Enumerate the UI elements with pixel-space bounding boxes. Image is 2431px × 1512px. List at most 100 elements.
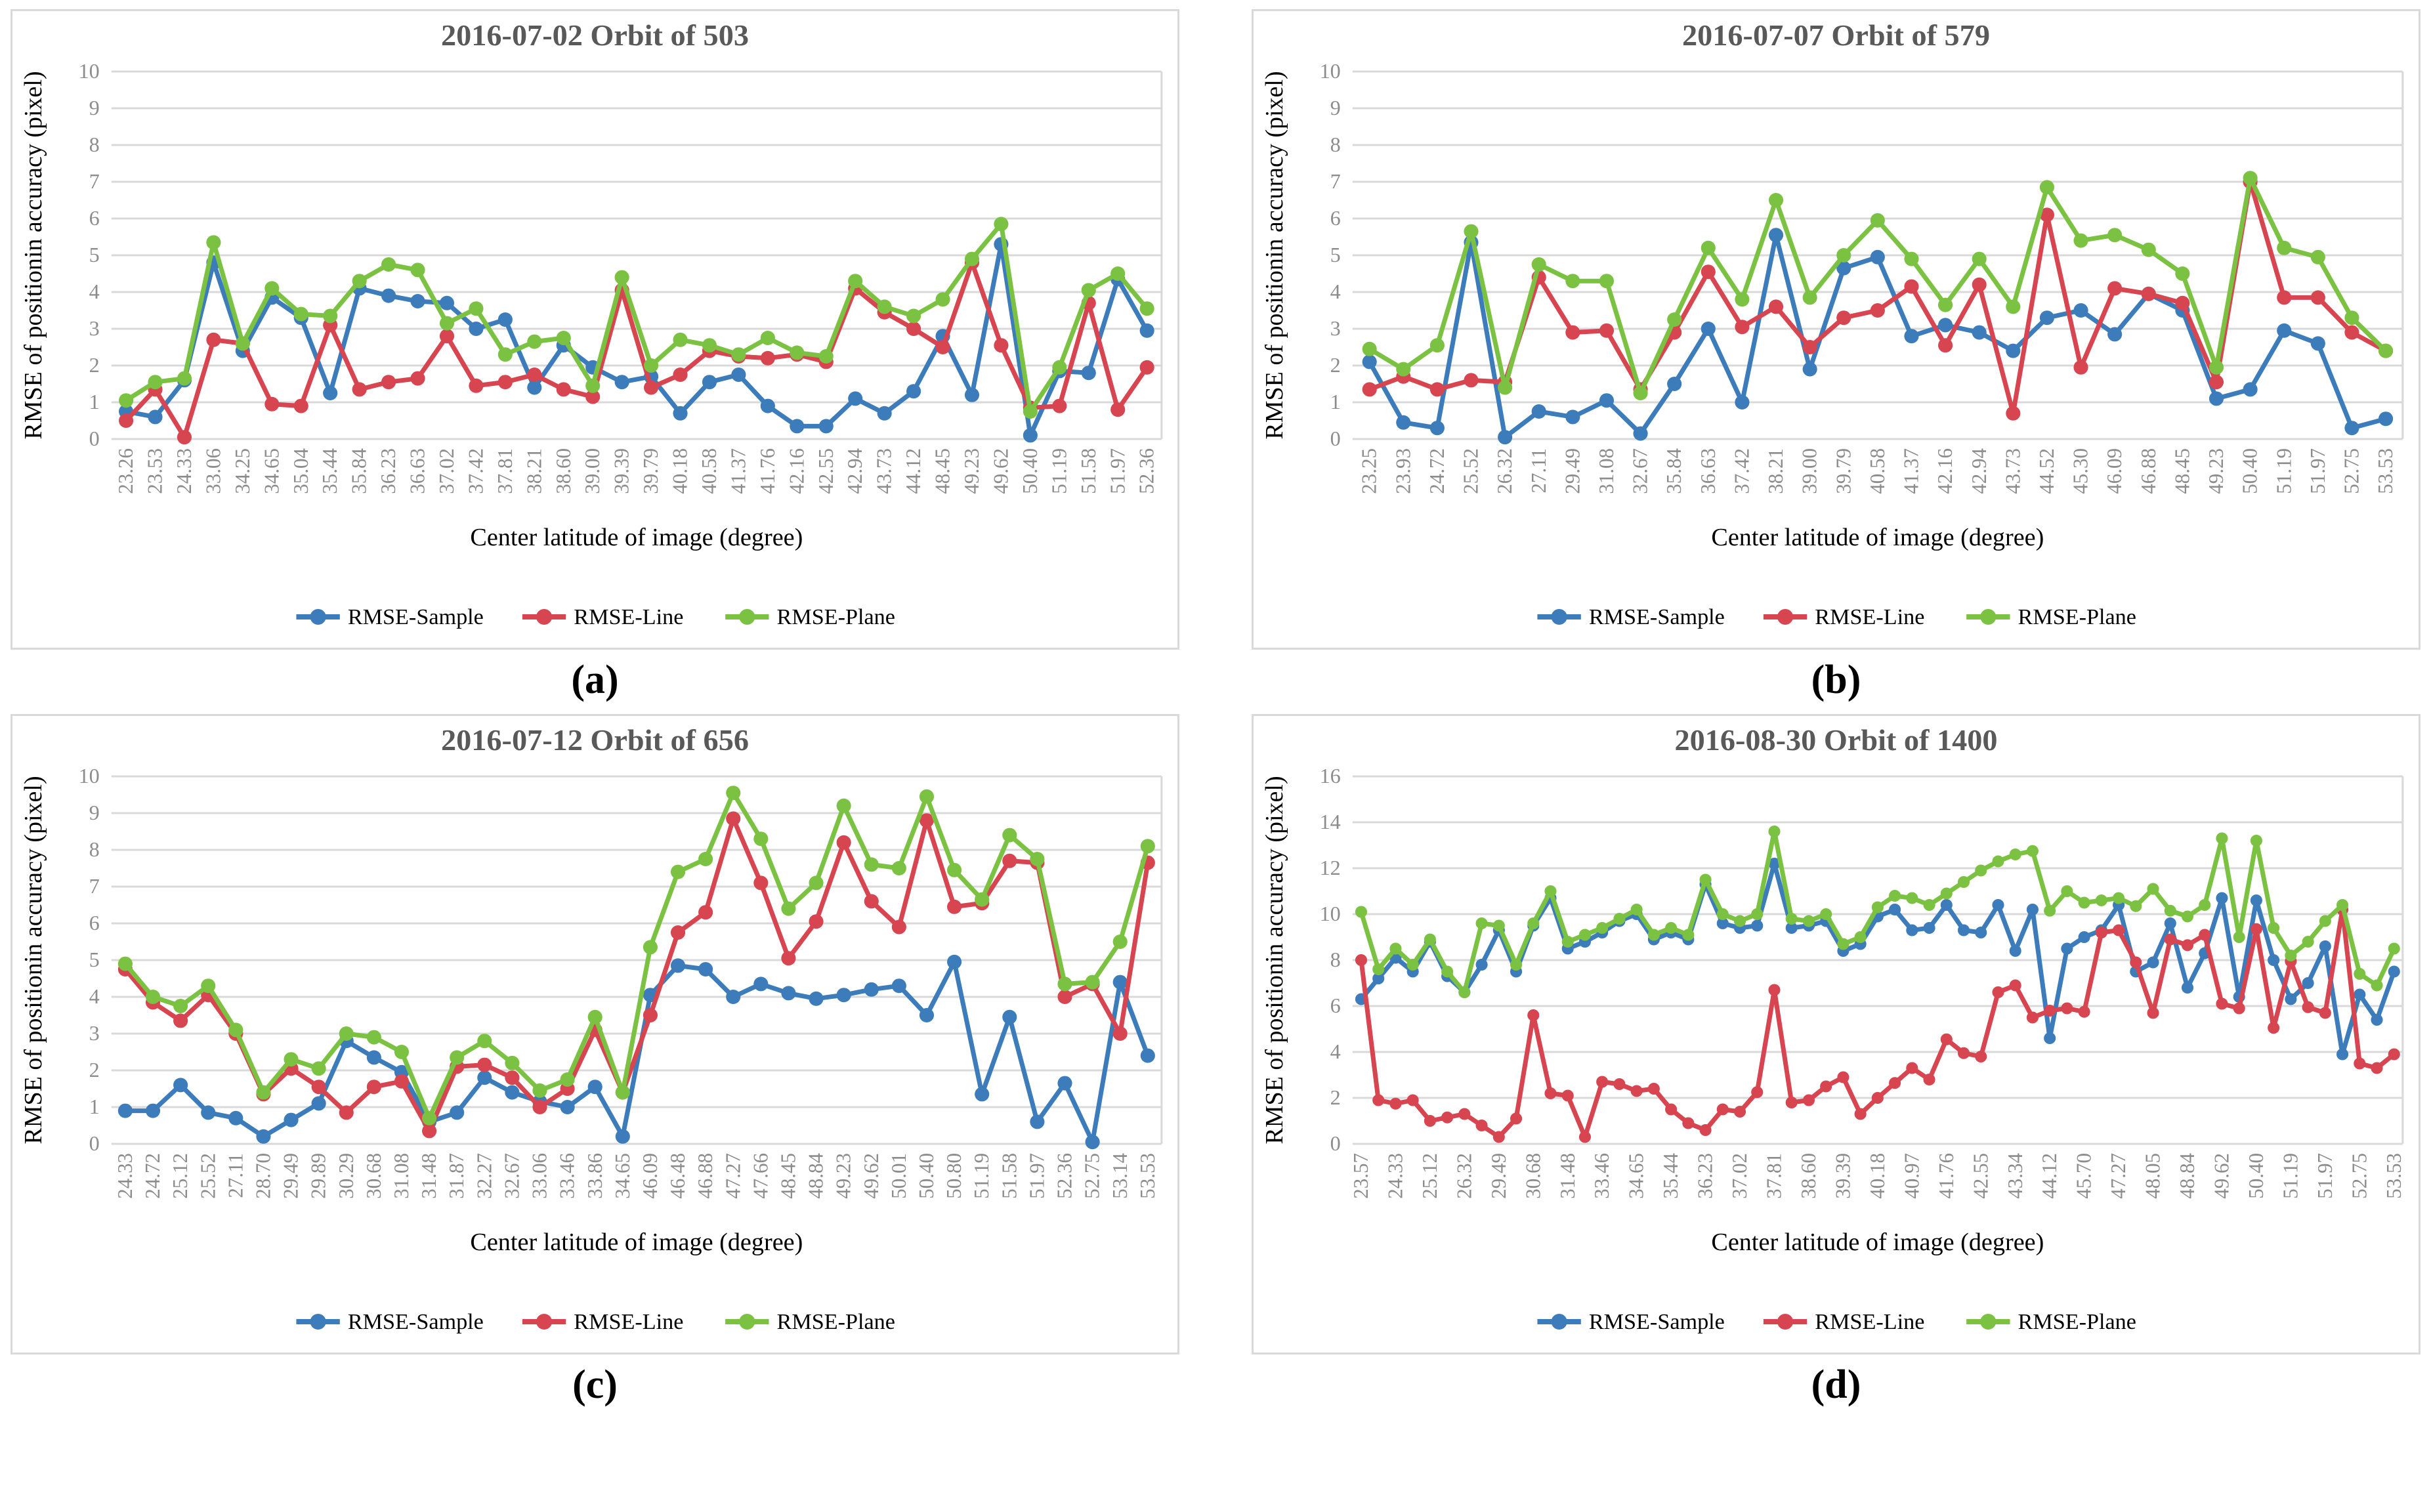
data-point — [264, 396, 280, 411]
data-point — [497, 347, 513, 362]
data-point — [1751, 908, 1764, 920]
data-point — [2175, 266, 2190, 281]
data-point — [1854, 931, 1867, 943]
data-point — [2233, 931, 2245, 943]
x-tick-label: 29.49 — [1487, 1153, 1510, 1199]
series-RMSE-Line — [1355, 904, 2400, 1143]
y-tick-label: 2 — [1330, 353, 1341, 377]
y-tick-label: 1 — [1330, 390, 1341, 413]
x-tick-label: 43.73 — [2001, 448, 2024, 494]
y-tick-label: 3 — [1330, 316, 1341, 340]
data-point — [726, 990, 741, 1004]
data-point — [1112, 934, 1128, 949]
x-tick-label: 23.25 — [1358, 448, 1381, 494]
data-point — [1768, 299, 1784, 314]
x-tick-label: 49.23 — [832, 1153, 855, 1199]
data-point — [891, 978, 906, 994]
data-point — [1940, 887, 1953, 900]
legend-label: RMSE-Line — [574, 605, 683, 629]
data-point — [947, 954, 962, 969]
data-point — [1002, 1009, 1017, 1024]
data-point — [2378, 411, 2394, 427]
data-point — [148, 410, 163, 425]
data-point — [1682, 929, 1695, 941]
x-tick-label: 33.46 — [1590, 1153, 1613, 1199]
data-point — [2302, 977, 2314, 989]
data-point — [1464, 224, 1479, 239]
figure-cell-d: 2016-08-30 Orbit of 1400 0 2 4 6 8 10 12 14 16 RMS… — [1252, 714, 2420, 1415]
series-RMSE-Line — [1362, 175, 2394, 421]
data-point — [450, 1050, 465, 1065]
x-tick-label: 32.27 — [473, 1153, 496, 1199]
data-point — [1957, 876, 1970, 888]
x-tick-label: 32.67 — [1629, 448, 1652, 494]
data-point — [673, 368, 688, 382]
data-point — [556, 382, 571, 397]
data-point — [2344, 325, 2359, 340]
data-point — [1938, 297, 1953, 312]
x-tick-label: 41.76 — [756, 448, 779, 494]
data-point — [256, 1129, 271, 1144]
x-tick-label: 47.27 — [2107, 1153, 2130, 1199]
data-point — [947, 899, 962, 914]
data-point — [891, 919, 906, 934]
data-point — [2216, 832, 2228, 845]
data-point — [2147, 1007, 2159, 1019]
data-point — [394, 1045, 410, 1059]
x-tick-label: 25.52 — [196, 1153, 219, 1199]
data-point — [381, 375, 396, 390]
data-point — [1527, 1009, 1540, 1021]
data-point — [394, 1074, 410, 1089]
data-point — [848, 391, 863, 406]
data-point — [1565, 410, 1580, 425]
data-point — [2078, 931, 2090, 943]
data-point — [2268, 1022, 2280, 1034]
data-point — [906, 384, 921, 399]
data-point — [1975, 927, 1987, 938]
data-point — [1599, 323, 1615, 338]
data-point — [206, 235, 221, 250]
x-tick-label: 40.58 — [1866, 448, 1889, 494]
data-point — [2233, 1002, 2245, 1015]
data-point — [1372, 963, 1385, 975]
data-point — [1699, 1124, 1712, 1136]
data-point — [1112, 975, 1128, 990]
data-point — [1565, 274, 1580, 289]
data-point — [293, 306, 308, 322]
data-point — [527, 368, 542, 382]
data-point — [2078, 1005, 2090, 1018]
data-point — [2250, 923, 2262, 935]
data-point — [1923, 922, 1935, 934]
data-point — [760, 398, 775, 413]
data-point — [422, 1124, 437, 1139]
data-point — [256, 1085, 271, 1100]
x-tick-label: 44.12 — [2038, 1153, 2061, 1199]
data-point — [1372, 1094, 1385, 1106]
data-point — [497, 312, 513, 327]
x-tick-label: 35.44 — [1659, 1153, 1682, 1199]
legend-label: RMSE-Line — [1815, 605, 1924, 629]
data-point — [643, 940, 658, 955]
data-point — [2216, 892, 2228, 904]
data-point — [587, 1009, 602, 1024]
data-point — [173, 999, 188, 1013]
y-tick-label: 8 — [1330, 133, 1341, 156]
caption-d: (d) — [1811, 1362, 1861, 1407]
series-RMSE-Plane — [1362, 171, 2394, 400]
data-point — [1768, 228, 1784, 243]
data-point — [145, 990, 161, 1004]
data-point — [2039, 310, 2054, 326]
y-tick-label: 10 — [1320, 59, 1341, 83]
chart-title: 2016-07-07 Orbit of 579 — [1682, 18, 1990, 52]
x-tick-label: 26.32 — [1452, 1153, 1475, 1199]
data-point — [1665, 922, 1678, 934]
y-tick-label: 6 — [89, 911, 100, 934]
data-point — [148, 375, 163, 390]
data-point — [809, 914, 824, 929]
data-point — [673, 332, 688, 347]
data-point — [1424, 933, 1436, 946]
data-point — [1975, 864, 1987, 877]
data-point — [615, 1085, 630, 1100]
data-point — [2209, 375, 2224, 390]
data-point — [964, 251, 980, 266]
